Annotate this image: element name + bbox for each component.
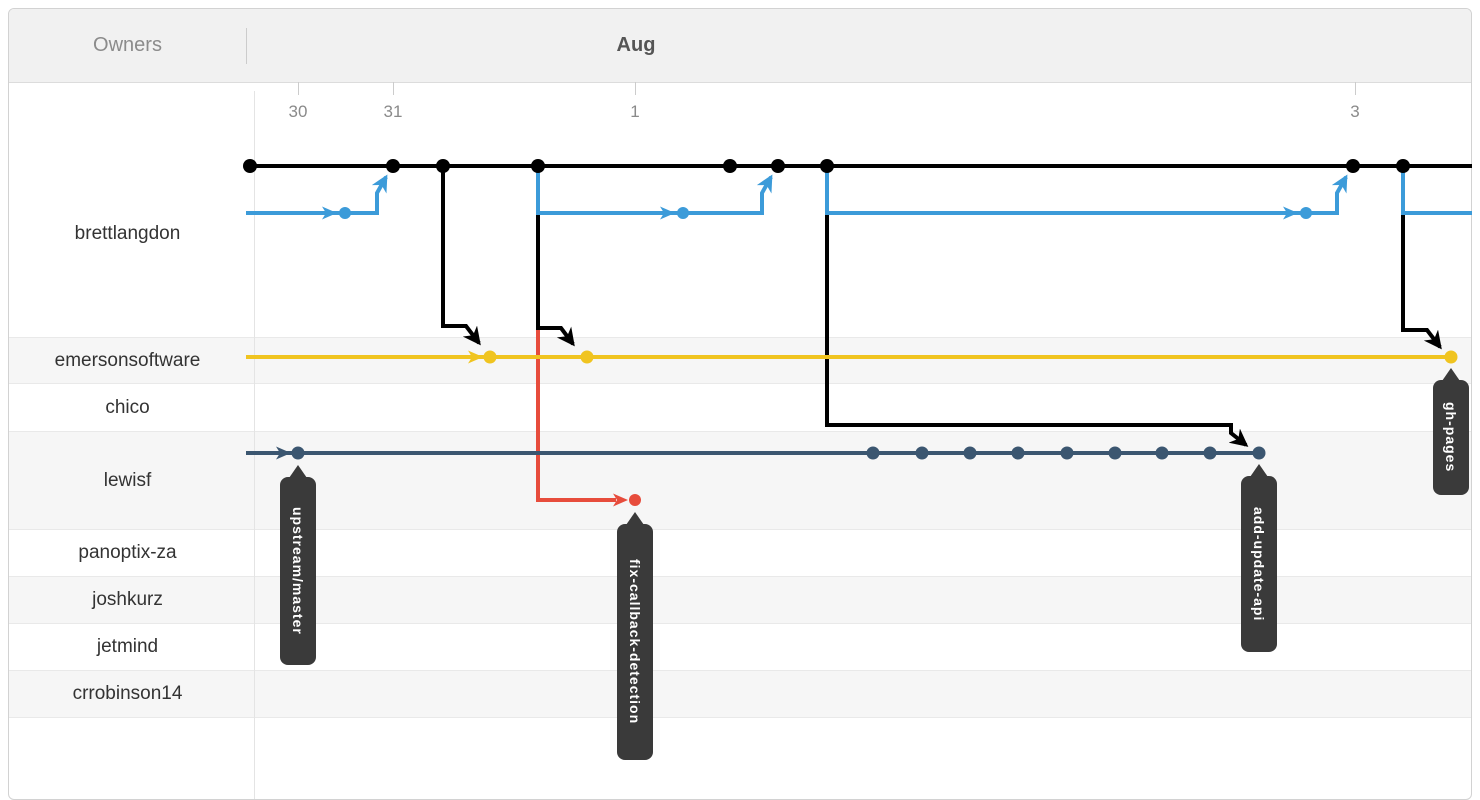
owner-label-emersonsoftware[interactable]: emersonsoftware [54, 349, 201, 371]
owner-label-cell: emersonsoftware [9, 338, 246, 383]
branch-label-gh-pages[interactable]: gh-pages [1433, 380, 1469, 495]
blue-branch-segment-1 [246, 174, 388, 215]
graph-header: Owners Aug [9, 9, 1471, 83]
fork-line-to-emerson-1 [441, 166, 481, 346]
commit-dot[interactable] [1011, 446, 1025, 460]
commit-dot[interactable] [771, 159, 785, 173]
flow-arrow [468, 350, 483, 364]
commit-dot[interactable] [820, 159, 834, 173]
commit-dot[interactable] [1108, 446, 1122, 460]
empty-row [9, 717, 1471, 781]
commit-dot[interactable] [677, 207, 689, 219]
owner-row-panoptix-za: panoptix-za [9, 529, 1471, 576]
owner-label-cell: chico [9, 384, 246, 431]
blue-branch-segment-3 [825, 166, 1348, 215]
branch-label-add-update-api[interactable]: add-update-api [1241, 476, 1277, 652]
commit-dot[interactable] [386, 159, 400, 173]
flow-arrow [276, 446, 291, 460]
owner-row-crrobinson14: crrobinson14 [9, 670, 1471, 717]
commit-dot[interactable] [1060, 446, 1074, 460]
owner-row-lewisf: lewisf [9, 431, 1471, 529]
branch-label-text: fix-callback-detection [627, 559, 643, 725]
commit-dot[interactable] [1203, 446, 1217, 460]
commit-dot[interactable] [1155, 446, 1169, 460]
commit-dot[interactable] [723, 159, 737, 173]
header-separator [246, 28, 247, 64]
commit-dot[interactable] [915, 446, 929, 460]
owner-label-cell: crrobinson14 [9, 671, 246, 717]
commit-dot[interactable] [243, 159, 257, 173]
commit-dot[interactable] [531, 159, 545, 173]
flow-arrow [613, 493, 628, 507]
network-graph-canvas[interactable] [0, 0, 1480, 768]
branch-label-text: upstream/master [290, 507, 306, 635]
commit-dot[interactable] [963, 446, 977, 460]
owner-label-cell: jetmind [9, 624, 246, 670]
network-graph-frame: Owners Aug brettlangdon emersonsoftware ch… [8, 8, 1472, 800]
branch-label-text: gh-pages [1443, 402, 1459, 473]
owner-rows: brettlangdon emersonsoftware chico lewisf pa… [9, 83, 1471, 781]
owner-label-cell: joshkurz [9, 577, 246, 623]
fork-line-to-emerson-2 [536, 166, 575, 347]
branch-label-fix-callback-detection[interactable]: fix-callback-detection [617, 524, 653, 760]
owner-row-jetmind: jetmind [9, 623, 1471, 670]
commit-dot[interactable] [866, 446, 880, 460]
commit-dot[interactable] [436, 159, 450, 173]
owner-row-joshkurz: joshkurz [9, 576, 1471, 623]
fix-callback-branch-line [536, 330, 616, 502]
commit-dot[interactable] [580, 350, 594, 364]
flow-arrow [660, 206, 675, 220]
owner-label-jetmind[interactable]: jetmind [96, 636, 159, 657]
owner-row-emersonsoftware: emersonsoftware [9, 337, 1471, 383]
commit-dot[interactable] [1396, 159, 1410, 173]
flow-arrow [322, 206, 337, 220]
commit-dot[interactable] [1346, 159, 1360, 173]
branch-label-text: add-update-api [1251, 506, 1267, 622]
commit-dot[interactable] [1444, 350, 1458, 364]
commit-dot[interactable] [483, 350, 497, 364]
owner-label-lewisf[interactable]: lewisf [103, 469, 152, 491]
owner-label-cell: panoptix-za [9, 530, 246, 576]
owner-label-chico[interactable]: chico [105, 396, 150, 418]
commit-dot[interactable] [629, 494, 641, 506]
owner-row-brettlangdon: brettlangdon [9, 131, 1471, 337]
blue-branch-segment-2 [536, 166, 773, 215]
fork-line-to-ghpages [1401, 166, 1442, 350]
blue-branch-segment-4 [1401, 166, 1472, 215]
owner-label-brettlangdon[interactable]: brettlangdon [74, 223, 181, 244]
owner-row-chico: chico [9, 383, 1471, 431]
commit-dot[interactable] [1300, 207, 1312, 219]
branch-labels: upstream/master fix-callback-detection add… [0, 0, 1480, 768]
commit-dot[interactable] [1252, 446, 1266, 460]
owners-column-separator [254, 91, 255, 799]
commit-dot[interactable] [291, 446, 305, 460]
owner-label-crrobinson14[interactable]: crrobinson14 [72, 683, 183, 704]
owner-label-panoptix-za[interactable]: panoptix-za [78, 542, 177, 563]
owner-label-cell: lewisf [9, 432, 246, 529]
branch-label-upstream-master[interactable]: upstream/master [280, 477, 316, 665]
commit-dot[interactable] [339, 207, 351, 219]
network-graph-page: Owners Aug brettlangdon emersonsoftware ch… [0, 0, 1480, 768]
owner-label-joshkurz[interactable]: joshkurz [92, 589, 163, 610]
owner-label-cell: brettlangdon [9, 131, 246, 337]
fork-line-to-lewisf [825, 166, 1249, 447]
flow-arrow [1283, 206, 1298, 220]
owners-header-label: Owners [93, 34, 162, 56]
month-label: Aug [616, 34, 656, 56]
